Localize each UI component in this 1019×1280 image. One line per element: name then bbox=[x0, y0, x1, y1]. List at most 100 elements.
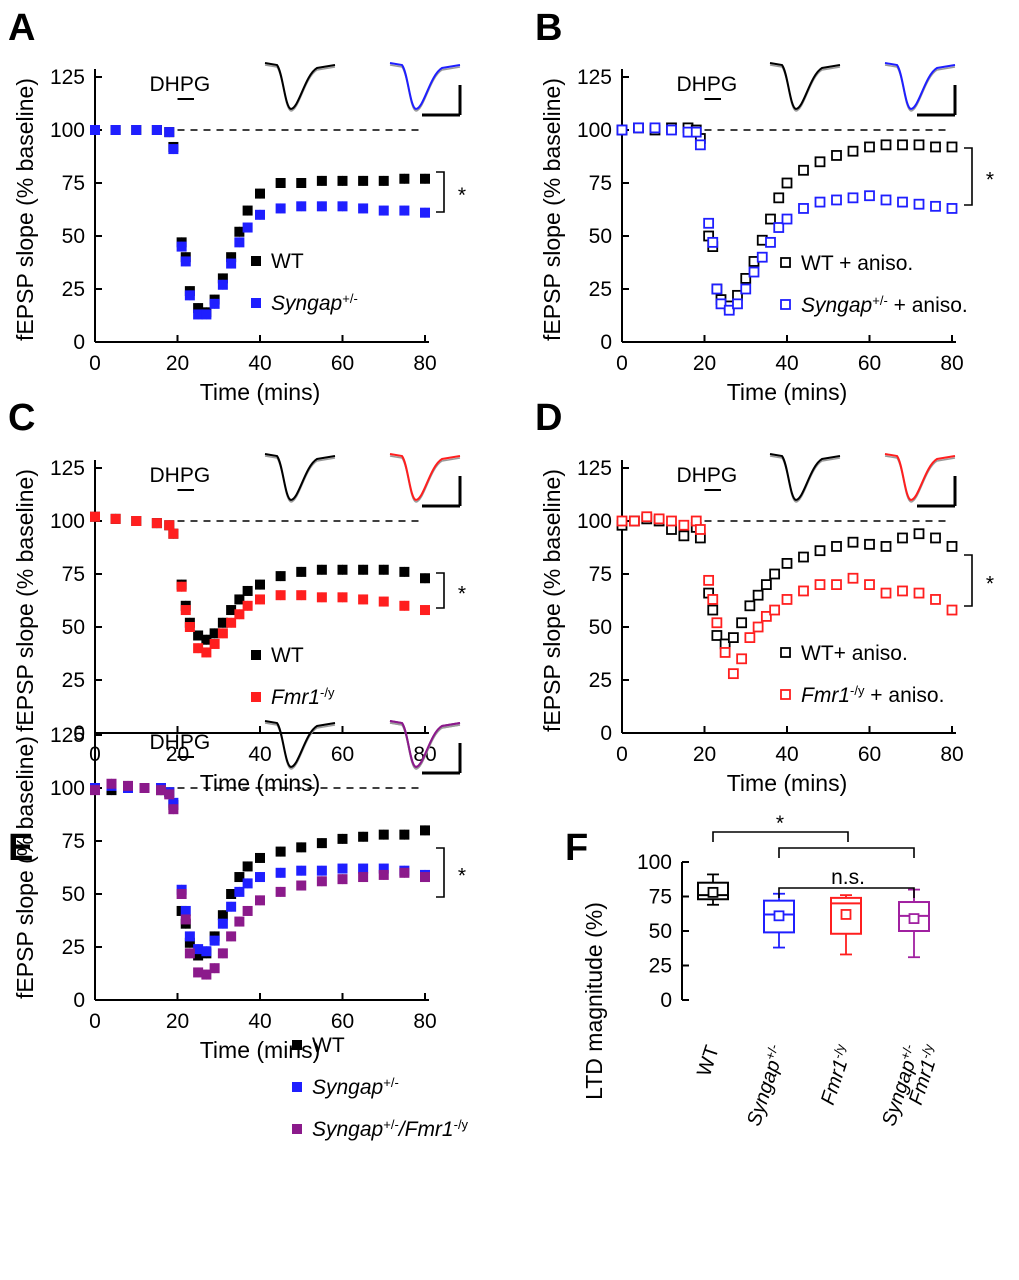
data-point bbox=[378, 869, 389, 880]
data-point bbox=[752, 589, 764, 601]
y-axis-title: fEPSP slope (% baseline) bbox=[12, 78, 38, 341]
significance-star: * bbox=[986, 573, 994, 596]
data-point bbox=[201, 309, 212, 320]
series-group bbox=[90, 125, 430, 320]
data-point bbox=[831, 579, 842, 590]
panel-letter: C bbox=[8, 397, 35, 439]
data-point bbox=[184, 948, 195, 959]
stimulus-label: DHPG bbox=[150, 73, 211, 96]
data-point bbox=[897, 139, 908, 151]
data-point bbox=[180, 256, 191, 267]
y-tick-label: 75 bbox=[649, 886, 672, 909]
y-tick-label: 125 bbox=[577, 457, 612, 480]
data-point bbox=[666, 124, 677, 136]
data-point bbox=[781, 558, 793, 569]
data-point bbox=[209, 963, 220, 974]
data-point bbox=[255, 872, 265, 883]
data-point bbox=[653, 513, 665, 525]
data-point bbox=[90, 785, 100, 796]
y-tick-label: 125 bbox=[50, 66, 85, 89]
x-tick-label: 60 bbox=[331, 743, 354, 766]
data-point bbox=[769, 604, 781, 616]
y-tick-label: 0 bbox=[73, 331, 85, 354]
significance-bracket-ns bbox=[778, 887, 915, 898]
box-body bbox=[763, 899, 795, 934]
y-tick-label: 100 bbox=[50, 119, 85, 142]
x-tick-label: 80 bbox=[940, 743, 963, 766]
data-point bbox=[151, 518, 162, 529]
data-point bbox=[255, 209, 265, 220]
y-tick-label: 25 bbox=[62, 278, 85, 301]
data-point bbox=[217, 273, 228, 284]
y-tick-label: 25 bbox=[589, 278, 612, 301]
y-tick-label: 25 bbox=[649, 955, 672, 978]
y-tick-label: 50 bbox=[62, 225, 85, 248]
data-point bbox=[773, 192, 785, 204]
data-point bbox=[156, 785, 166, 796]
data-point bbox=[378, 175, 389, 186]
data-point bbox=[164, 520, 175, 531]
data-point bbox=[358, 175, 369, 186]
data-point bbox=[217, 279, 228, 290]
legend-label-part: +/- bbox=[383, 1117, 399, 1132]
data-point bbox=[930, 594, 941, 605]
data-point bbox=[707, 594, 719, 605]
data-point bbox=[781, 213, 793, 225]
legend-label: WT bbox=[312, 1034, 345, 1057]
data-point bbox=[358, 594, 369, 605]
data-point bbox=[913, 528, 925, 540]
data-point bbox=[164, 127, 175, 138]
data-point bbox=[234, 237, 245, 248]
x-tick-label: 40 bbox=[775, 352, 798, 375]
group-label: Fmr1-/y bbox=[815, 1042, 857, 1108]
legend-label: Syngap+/- bbox=[271, 291, 358, 316]
data-point bbox=[296, 590, 307, 601]
data-point bbox=[201, 634, 212, 645]
group-label-part: +/- bbox=[762, 1042, 781, 1061]
data-point bbox=[234, 886, 245, 897]
data-point bbox=[880, 194, 892, 206]
data-point bbox=[168, 797, 179, 808]
data-point bbox=[420, 605, 430, 616]
data-point bbox=[628, 515, 640, 527]
legend-marker bbox=[780, 257, 791, 268]
data-point bbox=[255, 852, 265, 863]
panel-letter: A bbox=[8, 7, 35, 49]
data-point bbox=[226, 901, 237, 912]
data-point bbox=[358, 863, 369, 874]
example-trace-baseline bbox=[264, 722, 336, 770]
example-trace-baseline bbox=[884, 64, 956, 112]
data-point bbox=[814, 545, 826, 557]
y-tick-label: 75 bbox=[62, 830, 85, 853]
data-point bbox=[193, 630, 204, 641]
significance-star: * bbox=[458, 583, 466, 606]
data-point bbox=[727, 668, 739, 680]
data-point bbox=[420, 825, 430, 836]
legend-label-part: -/y bbox=[850, 683, 865, 698]
data-point bbox=[864, 190, 875, 202]
y-axis-title: fEPSP slope (% baseline) bbox=[12, 469, 38, 732]
data-point bbox=[694, 524, 706, 535]
group-label: Syngap+/- bbox=[741, 1042, 790, 1129]
legend-label-part: Syngap bbox=[312, 1076, 383, 1099]
series-group bbox=[90, 778, 430, 980]
data-point bbox=[176, 889, 187, 899]
data-point bbox=[690, 126, 702, 138]
legend-label-part: -/y bbox=[320, 685, 335, 700]
data-point bbox=[703, 574, 715, 586]
series-group bbox=[90, 511, 430, 658]
x-tick-label: 60 bbox=[858, 743, 881, 766]
data-point bbox=[255, 579, 265, 590]
y-tick-label: 100 bbox=[50, 510, 85, 533]
significance-bracket bbox=[964, 147, 973, 206]
legend-label-part: Fmr1 bbox=[271, 686, 320, 709]
data-point bbox=[193, 309, 204, 320]
x-tick-label: 0 bbox=[89, 1010, 101, 1033]
y-tick-label: 0 bbox=[73, 989, 85, 1012]
data-point bbox=[864, 538, 875, 550]
group-label: WT bbox=[693, 1043, 724, 1079]
x-tick-label: 0 bbox=[616, 743, 628, 766]
data-point bbox=[378, 596, 389, 607]
x-axis-title: Time (mins) bbox=[727, 379, 848, 405]
significance-bracket bbox=[964, 554, 973, 607]
